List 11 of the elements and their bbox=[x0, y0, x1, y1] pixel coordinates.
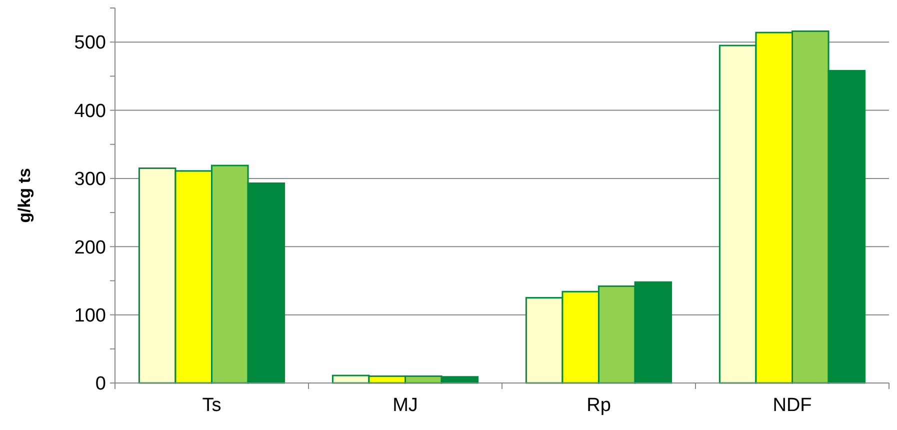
y-tick-label: 100 bbox=[74, 305, 106, 326]
x-tick-label: Ts bbox=[202, 395, 222, 416]
y-tick-label: 0 bbox=[95, 374, 106, 395]
x-tick-label: MJ bbox=[392, 395, 418, 416]
y-tick-label: 200 bbox=[74, 237, 106, 258]
y-axis-title: g/kg ts bbox=[15, 168, 34, 223]
y-tick-label: 300 bbox=[74, 169, 106, 190]
x-tick-label: NDF bbox=[772, 395, 812, 416]
y-tick-label: 500 bbox=[74, 32, 106, 54]
y-tick-label: 400 bbox=[74, 100, 106, 122]
x-tick-label: Rp bbox=[586, 395, 611, 416]
